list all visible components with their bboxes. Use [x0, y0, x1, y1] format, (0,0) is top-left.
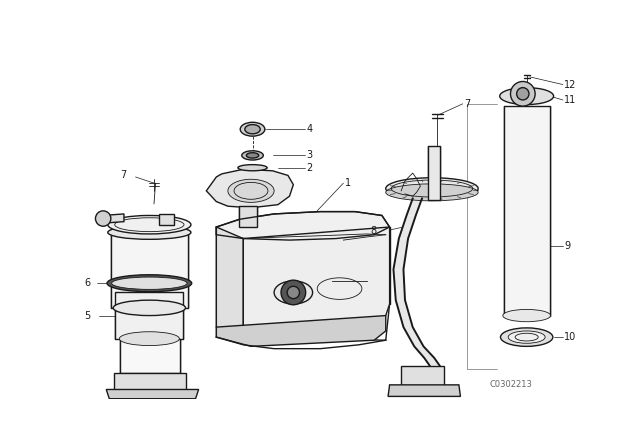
Polygon shape	[159, 214, 174, 225]
Polygon shape	[388, 385, 460, 396]
Polygon shape	[114, 373, 186, 392]
Ellipse shape	[107, 275, 192, 292]
Circle shape	[287, 286, 300, 299]
Polygon shape	[120, 339, 180, 373]
Circle shape	[95, 211, 111, 226]
Text: 9: 9	[564, 241, 570, 251]
Polygon shape	[504, 106, 550, 315]
Ellipse shape	[508, 331, 545, 343]
Ellipse shape	[238, 165, 267, 171]
Text: 7: 7	[464, 99, 470, 109]
Circle shape	[511, 82, 535, 106]
Ellipse shape	[386, 184, 478, 201]
Polygon shape	[216, 315, 386, 346]
Polygon shape	[394, 269, 405, 300]
Polygon shape	[216, 211, 390, 240]
Text: 12: 12	[564, 80, 577, 90]
Polygon shape	[428, 146, 440, 200]
Ellipse shape	[113, 300, 186, 315]
Polygon shape	[394, 238, 408, 269]
Polygon shape	[115, 293, 183, 339]
Text: 3: 3	[307, 151, 312, 160]
Text: 1: 1	[345, 178, 351, 188]
Text: 11: 11	[564, 95, 577, 105]
Polygon shape	[206, 169, 293, 208]
Circle shape	[516, 88, 529, 100]
Text: 5: 5	[84, 310, 91, 321]
Text: 10: 10	[564, 332, 577, 342]
Ellipse shape	[240, 122, 265, 136]
Text: 7: 7	[120, 170, 126, 181]
Polygon shape	[103, 214, 124, 223]
Polygon shape	[401, 366, 444, 389]
Text: C0302213: C0302213	[490, 380, 532, 389]
Circle shape	[281, 280, 306, 305]
Ellipse shape	[111, 277, 187, 289]
Polygon shape	[243, 227, 390, 339]
Ellipse shape	[317, 278, 362, 299]
Polygon shape	[239, 206, 257, 227]
Ellipse shape	[245, 125, 260, 134]
Text: 8: 8	[371, 226, 376, 236]
Text: 4: 4	[307, 124, 312, 134]
Polygon shape	[216, 227, 243, 339]
Ellipse shape	[108, 225, 191, 239]
Ellipse shape	[108, 215, 191, 234]
Polygon shape	[399, 215, 416, 238]
Ellipse shape	[386, 178, 478, 199]
Polygon shape	[406, 198, 422, 215]
Polygon shape	[403, 327, 424, 346]
Ellipse shape	[500, 88, 554, 104]
Ellipse shape	[503, 310, 550, 322]
Polygon shape	[111, 233, 188, 308]
Ellipse shape	[500, 328, 553, 346]
Ellipse shape	[119, 332, 179, 345]
Ellipse shape	[228, 179, 274, 202]
Polygon shape	[424, 358, 440, 366]
Text: 2: 2	[307, 163, 313, 173]
Polygon shape	[414, 346, 435, 358]
Text: 6: 6	[84, 278, 91, 288]
Ellipse shape	[246, 153, 259, 158]
Polygon shape	[106, 389, 198, 399]
Ellipse shape	[274, 281, 312, 304]
Ellipse shape	[242, 151, 263, 160]
Polygon shape	[396, 300, 413, 327]
